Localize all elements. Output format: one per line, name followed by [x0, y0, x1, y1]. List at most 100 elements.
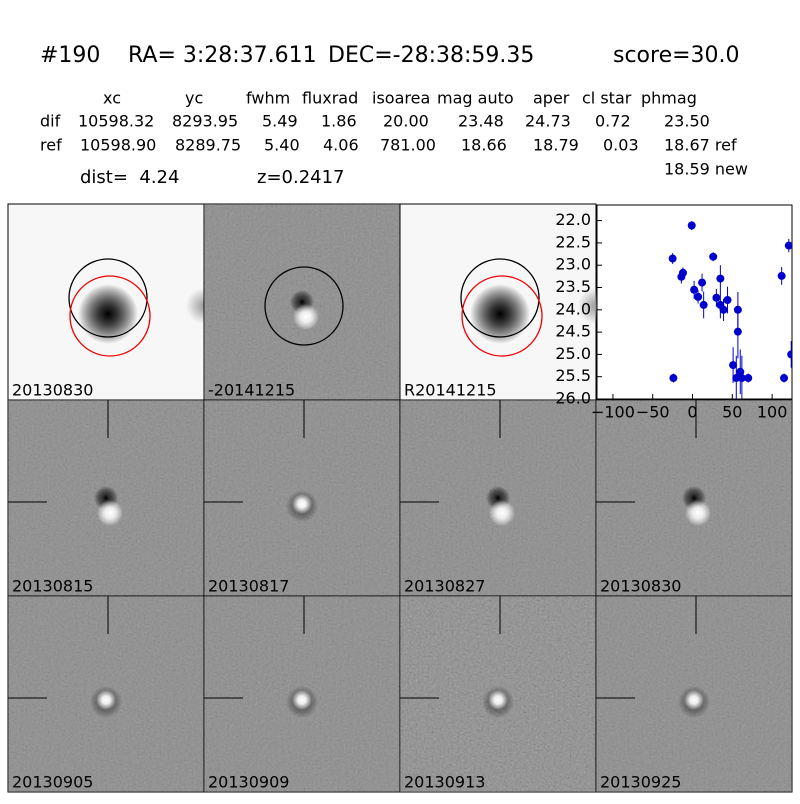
source — [488, 690, 508, 710]
aperture — [461, 275, 543, 357]
stamp-label: 20130905 — [12, 773, 93, 792]
point — [690, 285, 699, 294]
stamp-label: 20130925 — [600, 773, 681, 792]
point — [744, 374, 753, 383]
column-header: fwhm — [246, 89, 290, 108]
row-label: dif — [40, 112, 61, 131]
point — [723, 295, 732, 304]
x-tick-label: 0 — [687, 403, 697, 422]
table-cell: 23.50 — [664, 112, 710, 131]
point — [678, 268, 687, 277]
table-cell: 4.06 — [323, 136, 359, 155]
stamp: R20141215 — [399, 203, 614, 401]
stamp: 20130817 — [203, 399, 401, 597]
redshift: z=0.2417 — [257, 167, 345, 188]
table-cell: 18.66 — [461, 136, 507, 155]
stamp-label: 20130830 — [600, 577, 681, 596]
stamp: 20130815 — [7, 399, 205, 597]
column-header: fluxrad — [302, 89, 358, 108]
column-header: isoarea — [372, 89, 430, 108]
point — [777, 271, 786, 280]
y-tick-label: 23.5 — [555, 277, 591, 296]
stamp-label: -20141215 — [208, 381, 295, 400]
point — [687, 221, 696, 230]
point — [716, 274, 725, 283]
y-tick-label: 25.0 — [555, 344, 591, 363]
y-tick-label: 24.0 — [555, 299, 591, 318]
ra: RA= 3:28:37.611 — [128, 43, 317, 68]
x-tick-label: −50 — [636, 403, 670, 422]
stamp: 20130905 — [7, 595, 205, 793]
table-cell: 0.03 — [603, 136, 639, 155]
stamp-label: 20130815 — [12, 577, 93, 596]
point — [733, 305, 742, 314]
x-tick-label: 100 — [757, 403, 788, 422]
stamp: 20130830 — [7, 203, 222, 401]
stamp-label: 20130909 — [208, 773, 289, 792]
point — [712, 293, 721, 302]
row-label: ref — [40, 136, 62, 155]
stamp: 20130913 — [399, 595, 597, 793]
point — [787, 350, 792, 359]
column-header: phmag — [641, 89, 697, 108]
stamp-label: 20130817 — [208, 577, 289, 596]
point — [719, 305, 728, 314]
table-cell: 5.40 — [264, 136, 300, 155]
point — [668, 254, 677, 263]
source — [78, 284, 138, 344]
column-header: yc — [185, 89, 203, 108]
stamp: 20130909 — [203, 595, 401, 793]
stamps: 20130830 -20141215 R20141215 20130815 201308… — [7, 203, 793, 793]
table-cell: 8289.75 — [175, 136, 241, 155]
stamp: -20141215 — [203, 203, 401, 401]
source — [96, 690, 116, 710]
table-cell: 1.86 — [321, 112, 357, 131]
table-cell: 0.72 — [595, 112, 631, 131]
y-tick-label: 26.0 — [555, 389, 591, 408]
y-tick-label: 24.5 — [555, 322, 591, 341]
aperture — [69, 275, 151, 357]
table-cell: 18.79 — [533, 136, 579, 155]
point — [698, 278, 707, 287]
source — [684, 690, 704, 710]
stamp-label: 20130830 — [12, 381, 93, 400]
column-header: xc — [103, 89, 121, 108]
point — [737, 374, 746, 383]
y-tick-label: 22.0 — [555, 210, 591, 229]
source — [292, 690, 312, 710]
column-header: cl star — [582, 89, 632, 108]
column-header: aper — [533, 89, 570, 108]
stamp-label: 20130913 — [404, 773, 485, 792]
table-cell: 781.00 — [380, 136, 436, 155]
aperture — [460, 258, 540, 338]
source — [292, 494, 312, 514]
point — [699, 300, 708, 309]
table-cell: 20.00 — [383, 112, 429, 131]
dec: DEC=-28:38:59.35 — [328, 43, 534, 68]
point — [694, 292, 703, 301]
x-tick-label: −100 — [591, 403, 635, 422]
table-cell: 10598.32 — [78, 112, 154, 131]
stamp: 20130827 — [399, 399, 597, 597]
score: score=30.0 — [613, 43, 740, 68]
object-id: #190 — [40, 43, 100, 68]
stamp-label: 20130827 — [404, 577, 485, 596]
point — [780, 374, 789, 383]
point — [709, 252, 718, 261]
table-cell: 8293.95 — [172, 112, 238, 131]
points — [668, 221, 792, 399]
point — [669, 374, 678, 383]
table-cell: 23.48 — [458, 112, 504, 131]
table-cell: 24.73 — [525, 112, 571, 131]
point — [733, 327, 742, 336]
y-tick-label: 23.0 — [555, 255, 591, 274]
light-curve: 22.0 22.5 23.0 23.5 24.0 24.5 25.0 25.5 26.0−100… — [555, 204, 793, 422]
point — [732, 374, 741, 383]
residual-light — [489, 500, 515, 526]
residual-light — [293, 304, 319, 330]
dist: dist= 4.24 — [80, 167, 179, 188]
y-tick-label: 22.5 — [555, 232, 591, 251]
y-tick-label: 25.5 — [555, 366, 591, 385]
point — [784, 241, 792, 250]
